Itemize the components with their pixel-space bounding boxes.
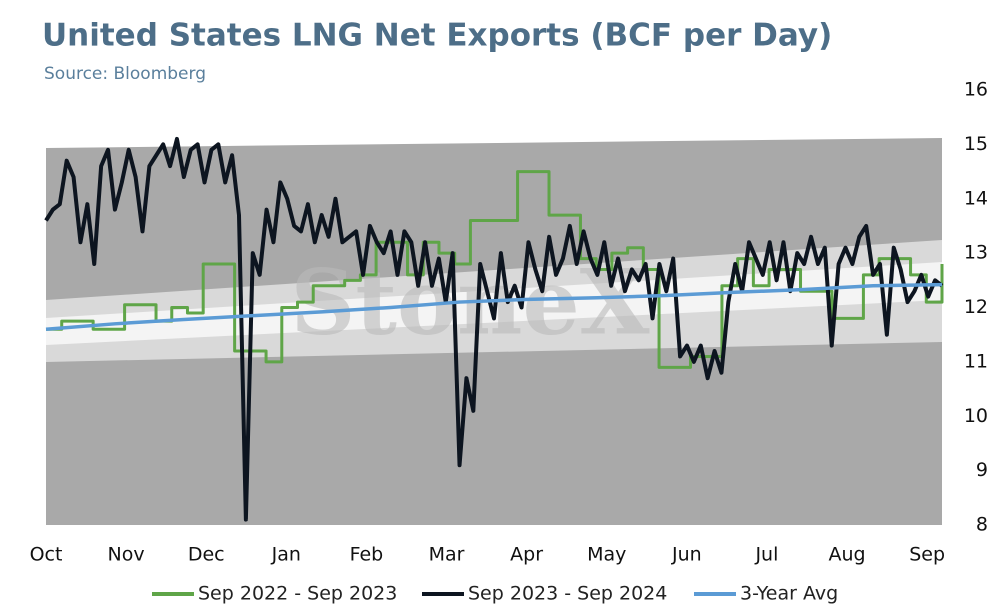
y-tick-label: 9 — [976, 459, 988, 481]
x-tick-label: Jul — [754, 544, 778, 566]
legend-label: Sep 2022 - Sep 2023 — [198, 583, 397, 605]
x-tick-label: Nov — [108, 544, 145, 566]
chart-subtitle: Source: Bloomberg — [44, 64, 206, 84]
x-tick-label: Apr — [510, 544, 543, 566]
series-line — [44, 136, 944, 522]
y-tick-label: 14 — [964, 187, 988, 209]
y-tick-label: 8 — [976, 514, 988, 536]
x-tick-label: May — [587, 544, 626, 566]
y-tick-label: 11 — [964, 350, 988, 372]
x-tick-label: Dec — [188, 544, 225, 566]
y-tick-label: 10 — [964, 405, 988, 427]
y-tick-label: 12 — [964, 296, 988, 318]
legend-label: Sep 2023 - Sep 2024 — [468, 583, 667, 605]
x-tick-label: Aug — [828, 544, 865, 566]
x-tick-label: Oct — [30, 544, 63, 566]
y-tick-label: 15 — [964, 133, 988, 155]
x-tick-label: Jan — [271, 544, 301, 566]
x-tick-label: Mar — [429, 544, 465, 566]
x-tick-label: Feb — [350, 544, 384, 566]
y-tick-label: 16 — [964, 79, 988, 101]
legend-label: 3-Year Avg — [740, 583, 838, 605]
series-line — [46, 170, 944, 369]
x-tick-label: Sep — [909, 544, 945, 566]
series-line — [45, 282, 943, 331]
x-tick-label: Jun — [671, 544, 702, 566]
chart-title: United States LNG Net Exports (BCF per D… — [42, 18, 832, 54]
y-tick-label: 13 — [964, 242, 988, 264]
